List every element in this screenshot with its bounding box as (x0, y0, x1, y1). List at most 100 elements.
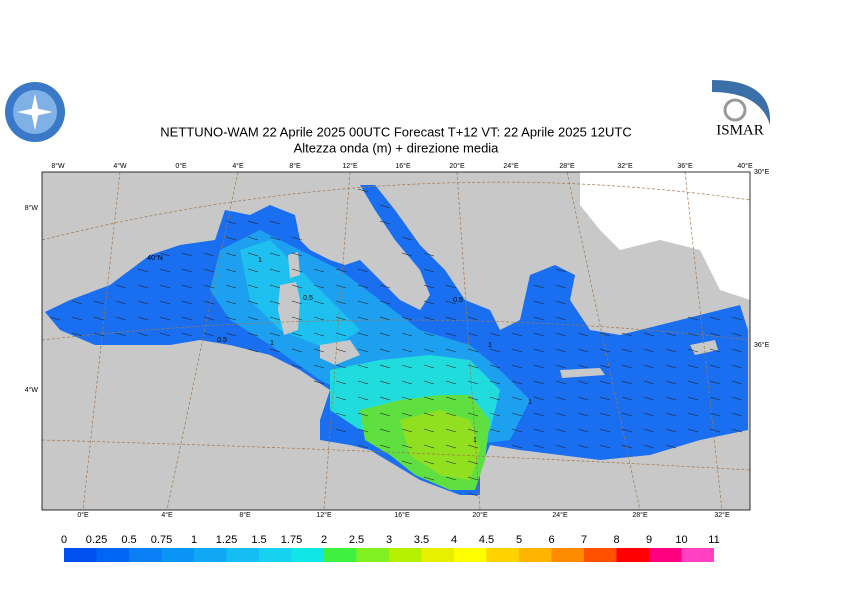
direction-arrow (247, 220, 259, 225)
direction-arrow (159, 316, 171, 321)
colorbar-label: 1 (191, 534, 197, 546)
direction-arrow (401, 460, 413, 465)
direction-arrow (423, 460, 435, 465)
direction-arrow (423, 252, 435, 257)
direction-arrow (137, 284, 149, 289)
contour-label: 0.5 (303, 295, 313, 302)
colorbar-box (64, 548, 97, 562)
direction-arrow (511, 364, 523, 369)
direction-arrow (533, 300, 545, 305)
direction-arrow (599, 364, 611, 369)
direction-arrow (159, 284, 171, 289)
direction-arrow (445, 444, 457, 449)
logo-right: ISMAR (710, 78, 770, 140)
direction-arrow (357, 316, 369, 321)
direction-arrow (401, 348, 413, 353)
direction-arrow (379, 332, 391, 337)
lat-label: 36°E (754, 341, 770, 349)
direction-arrow (445, 476, 457, 481)
direction-arrow (467, 380, 479, 385)
direction-arrow (621, 348, 633, 353)
direction-arrow (401, 252, 413, 257)
direction-arrow (533, 364, 545, 369)
logo-text: ISMAR (716, 122, 764, 138)
direction-arrow (379, 444, 391, 449)
direction-arrow (731, 412, 743, 417)
direction-arrow (533, 444, 545, 449)
lon-label: 24°E (503, 162, 519, 170)
direction-arrow (401, 412, 413, 417)
direction-arrow (159, 252, 171, 257)
direction-arrow (71, 300, 83, 305)
direction-arrow (357, 332, 369, 337)
lon-label: 8°W (51, 162, 65, 170)
direction-arrow (709, 380, 721, 385)
direction-arrow (577, 364, 589, 369)
direction-arrow (467, 316, 479, 321)
contour-label: 0.5 (217, 337, 227, 344)
direction-arrow (643, 428, 655, 433)
direction-arrow (467, 428, 479, 433)
direction-arrow (533, 284, 545, 289)
direction-arrow (313, 316, 325, 321)
direction-arrow (291, 252, 303, 257)
direction-arrow (533, 316, 545, 321)
direction-arrow (181, 284, 193, 289)
direction-arrow (225, 220, 237, 225)
direction-arrow (577, 332, 589, 337)
direction-arrow (401, 332, 413, 337)
colorbar-box (389, 548, 422, 562)
lon-label: 40°E (737, 162, 753, 170)
direction-arrow (269, 316, 281, 321)
colorbar-label: 3.5 (414, 534, 429, 546)
direction-arrow (665, 396, 677, 401)
direction-arrow (555, 348, 567, 353)
direction-arrow (401, 316, 413, 321)
direction-arrow (269, 252, 281, 257)
direction-arrow (467, 412, 479, 417)
direction-arrow (291, 300, 303, 305)
direction-arrow (709, 364, 721, 369)
direction-arrow (115, 300, 127, 305)
direction-arrow (445, 380, 457, 385)
direction-arrow (687, 332, 699, 337)
direction-arrow (555, 428, 567, 433)
direction-arrow (555, 412, 567, 417)
direction-arrow (731, 396, 743, 401)
direction-arrow (203, 332, 215, 337)
direction-arrow (181, 252, 193, 257)
direction-arrow (401, 396, 413, 401)
direction-arrow (291, 236, 303, 241)
direction-arrow (445, 364, 457, 369)
colorbar-box (584, 548, 617, 562)
direction-arrow (137, 300, 149, 305)
direction-arrow (247, 300, 259, 305)
direction-arrow (621, 444, 633, 449)
direction-arrow (621, 380, 633, 385)
direction-arrow (445, 460, 457, 465)
direction-arrow (379, 380, 391, 385)
direction-arrow (335, 268, 347, 273)
direction-arrow (599, 396, 611, 401)
direction-arrow (247, 252, 259, 257)
direction-arrow (401, 380, 413, 385)
lon-label: 0°E (77, 511, 89, 519)
direction-arrow (49, 316, 61, 321)
direction-arrow (665, 428, 677, 433)
direction-arrow (225, 316, 237, 321)
colorbar-label: 2 (321, 534, 327, 546)
direction-arrow (599, 412, 611, 417)
direction-arrow (357, 348, 369, 353)
direction-arrow (665, 444, 677, 449)
direction-arrow (115, 332, 127, 337)
colorbar-label: 0.75 (151, 534, 172, 546)
direction-arrow (379, 220, 391, 225)
direction-arrow (555, 332, 567, 337)
contour-label: 1 (473, 437, 477, 444)
direction-arrow (357, 412, 369, 417)
direction-arrow (687, 428, 699, 433)
direction-arrow (709, 332, 721, 337)
direction-arrow (643, 396, 655, 401)
title: NETTUNO-WAM 22 Aprile 2025 00UTC Forecas… (160, 124, 631, 139)
